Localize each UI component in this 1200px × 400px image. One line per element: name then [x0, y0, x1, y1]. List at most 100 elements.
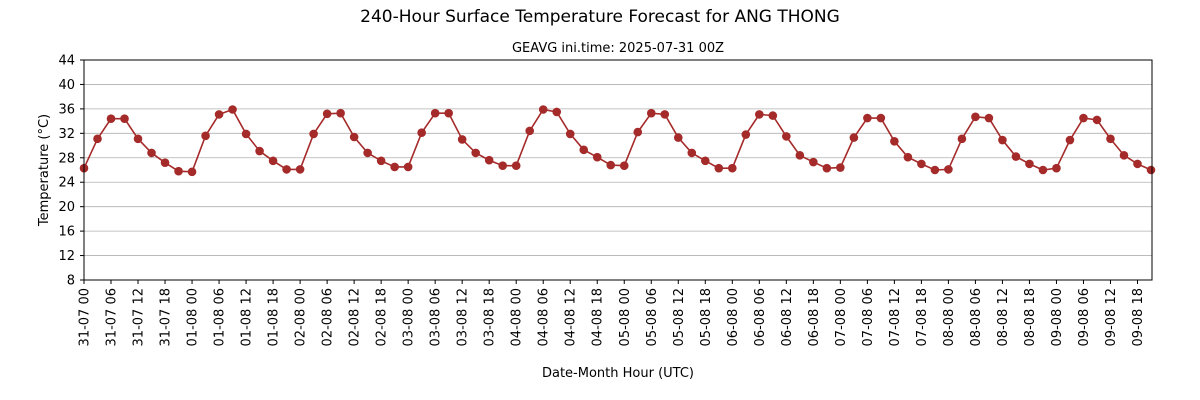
data-point — [606, 160, 616, 170]
x-tick-label: 06-08 18 — [807, 288, 822, 346]
data-point — [565, 129, 575, 139]
data-point — [268, 156, 278, 166]
x-tick-label: 05-08 12 — [672, 288, 687, 346]
x-tick-label: 06-08 00 — [726, 288, 741, 346]
data-point — [525, 126, 535, 136]
data-point — [714, 163, 724, 173]
y-tick-label: 24 — [58, 176, 75, 191]
x-tick-label: 03-08 18 — [483, 288, 498, 346]
x-tick-label: 08-08 00 — [942, 288, 957, 346]
y-tick-label: 20 — [58, 200, 75, 215]
grid-layer — [84, 59, 1152, 281]
data-point — [309, 129, 318, 139]
x-tick-label: 02-08 18 — [375, 288, 390, 346]
x-tick-label: 31-07 00 — [78, 288, 93, 346]
data-point — [417, 128, 426, 138]
x-tick-label: 01-08 06 — [213, 288, 228, 346]
data-point — [552, 107, 562, 117]
data-point — [511, 161, 521, 171]
data-point — [322, 109, 332, 119]
data-point — [349, 132, 359, 142]
y-tick-label: 44 — [58, 54, 75, 69]
data-point — [228, 105, 237, 114]
y-tick-label: 16 — [58, 225, 75, 240]
data-point — [849, 133, 859, 142]
data-point — [133, 134, 143, 144]
data-point — [160, 158, 170, 167]
y-tick-label: 36 — [58, 102, 75, 117]
data-point — [673, 133, 683, 142]
data-point — [336, 108, 345, 118]
y-tick-label: 8 — [67, 274, 75, 289]
data-point — [876, 113, 886, 123]
x-tick-label: 05-08 18 — [699, 288, 714, 346]
data-point — [1119, 151, 1129, 160]
data-point — [890, 136, 899, 146]
x-tick-label: 07-08 00 — [834, 288, 849, 346]
x-tick-label: 09-08 06 — [1077, 288, 1092, 346]
x-axis: 31-07 00 31-07 06 31-07 12 31-07 18 01-08 00… — [78, 280, 1146, 346]
x-tick-label: 06-08 12 — [780, 288, 795, 346]
x-tick-label: 01-08 18 — [267, 288, 282, 346]
data-point — [1038, 165, 1048, 175]
data-point — [795, 151, 805, 160]
data-point — [944, 165, 953, 174]
data-point — [822, 163, 832, 173]
data-point — [741, 130, 751, 139]
x-tick-label: 07-08 18 — [915, 288, 930, 346]
x-tick-label: 03-08 12 — [456, 288, 471, 346]
x-tick-label: 09-08 18 — [1131, 288, 1146, 346]
y-axis-label: Temperature (°C) — [37, 114, 52, 227]
data-point — [700, 156, 710, 166]
y-tick-label: 28 — [58, 151, 75, 166]
series-layer — [79, 105, 1156, 177]
data-point — [444, 108, 453, 118]
x-tick-label: 04-08 00 — [510, 288, 525, 346]
x-tick-label: 03-08 00 — [402, 288, 417, 346]
data-point — [660, 110, 670, 119]
data-point — [836, 163, 845, 172]
data-point — [687, 148, 697, 158]
data-point — [809, 157, 818, 167]
x-tick-label: 03-08 06 — [429, 288, 444, 346]
chart-subtitle: GEAVG ini.time: 2025-07-31 00Z — [512, 41, 724, 56]
data-point — [214, 110, 224, 119]
data-point — [1052, 163, 1061, 173]
data-point — [538, 105, 548, 114]
data-point — [457, 135, 467, 144]
y-tick-label: 40 — [58, 78, 75, 93]
x-tick-label: 01-08 00 — [186, 288, 201, 346]
x-tick-label: 02-08 00 — [294, 288, 309, 346]
data-point — [957, 134, 967, 144]
data-point — [633, 127, 643, 137]
y-tick-label: 32 — [58, 127, 75, 142]
data-point — [471, 148, 480, 158]
data-point — [1079, 113, 1088, 123]
x-tick-label: 31-07 18 — [159, 288, 174, 346]
data-point — [782, 132, 791, 141]
data-point — [1092, 115, 1102, 125]
data-point — [903, 152, 913, 162]
data-point — [93, 134, 102, 144]
plot-frame — [83, 59, 1153, 281]
data-point — [755, 110, 764, 119]
data-point — [619, 161, 629, 171]
data-point — [295, 165, 305, 174]
data-point — [579, 145, 589, 155]
data-point — [728, 163, 737, 173]
chart-title: 240-Hour Surface Temperature Forecast fo… — [360, 7, 840, 27]
data-point — [768, 111, 778, 120]
data-point — [174, 166, 183, 176]
data-point — [430, 108, 440, 118]
data-point — [241, 129, 251, 139]
x-tick-label: 01-08 12 — [240, 288, 255, 346]
data-point — [498, 161, 507, 171]
data-point — [863, 113, 872, 123]
x-tick-label: 02-08 06 — [321, 288, 336, 346]
data-point — [1065, 135, 1075, 145]
data-point — [998, 135, 1007, 145]
data-point — [917, 159, 926, 169]
data-point — [282, 165, 291, 174]
x-tick-label: 05-08 06 — [645, 288, 660, 346]
